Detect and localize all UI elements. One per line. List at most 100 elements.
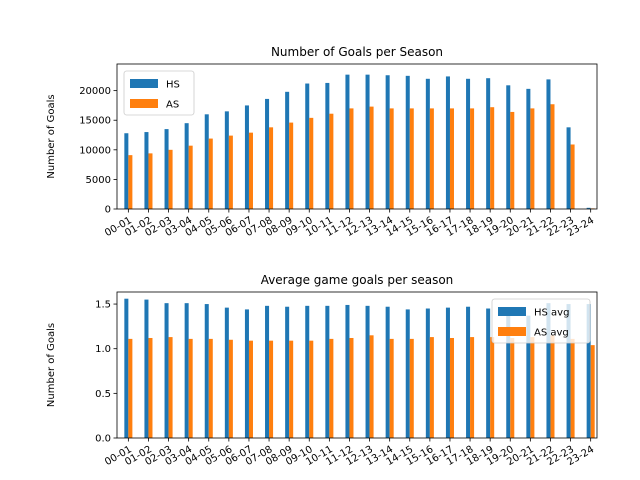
bar-hs-12-13 — [365, 74, 370, 210]
bar-as-avg-02-03 — [168, 337, 173, 438]
bar-as-avg-10-11 — [329, 338, 334, 438]
bar-as-12-13 — [369, 106, 374, 209]
chart-2: 0.0 0.5 1.0 1.5 00-0101-0202-0303-0404-0505-… — [46, 273, 598, 468]
bar-hs-15-16 — [425, 78, 430, 209]
bar-hs-00-01 — [124, 133, 129, 209]
legend-label: AS avg — [534, 328, 569, 339]
bar-as-22-23 — [570, 144, 575, 209]
bar-hs-06-07 — [244, 105, 249, 209]
bar-as-00-01 — [128, 155, 133, 209]
bar-as-avg-06-07 — [248, 340, 253, 438]
bar-as-avg-21-22 — [550, 335, 555, 438]
bar-hs-avg-14-15 — [405, 309, 410, 438]
bar-hs-17-18 — [466, 78, 471, 209]
bar-as-15-16 — [429, 108, 434, 209]
bar-hs-avg-08-09 — [285, 306, 290, 438]
bar-hs-01-02 — [144, 132, 149, 209]
bar-hs-10-11 — [325, 82, 330, 209]
bar-as-17-18 — [470, 108, 475, 209]
bar-hs-avg-15-16 — [425, 308, 430, 438]
y-ticks: 0.0 0.5 1.0 1.5 — [95, 300, 117, 445]
bar-hs-18-19 — [486, 78, 491, 209]
bar-as-avg-12-13 — [369, 335, 374, 438]
bar-hs-avg-01-02 — [144, 299, 149, 438]
legend-swatch-as — [130, 99, 158, 108]
y-tick-label: 15000 — [79, 116, 111, 127]
bar-as-avg-00-01 — [128, 338, 133, 438]
bar-as-avg-01-02 — [148, 337, 153, 438]
bar-hs-20-21 — [526, 88, 531, 209]
bar-hs-23-24 — [586, 207, 591, 209]
bar-hs-11-12 — [345, 74, 350, 210]
bar-hs-avg-19-20 — [506, 315, 511, 438]
bar-as-avg-05-06 — [228, 339, 233, 438]
bar-as-avg-03-04 — [188, 338, 193, 438]
bar-as-11-12 — [349, 108, 354, 209]
bar-as-06-07 — [248, 132, 253, 209]
y-tick-label: 0 — [105, 205, 111, 216]
bar-as-avg-19-20 — [510, 337, 515, 438]
bar-as-08-09 — [289, 122, 294, 209]
bar-as-20-21 — [530, 108, 535, 209]
bar-hs-02-03 — [164, 129, 169, 209]
bar-hs-avg-10-11 — [325, 305, 330, 438]
bar-hs-avg-16-17 — [445, 307, 450, 438]
bar-as-avg-13-14 — [389, 338, 394, 438]
bar-as-avg-09-10 — [309, 340, 314, 438]
bar-hs-avg-12-13 — [365, 305, 370, 438]
bar-hs-avg-13-14 — [385, 306, 390, 438]
bar-as-02-03 — [168, 149, 173, 209]
bar-hs-16-17 — [445, 76, 450, 210]
x-ticks: 00-0101-0202-0303-0404-0505-0606-0707-08… — [103, 209, 596, 239]
bar-hs-14-15 — [405, 75, 410, 209]
bar-hs-08-09 — [285, 91, 290, 209]
plot-frame — [116, 63, 598, 210]
bar-as-19-20 — [510, 111, 515, 209]
bar-hs-avg-18-19 — [486, 308, 491, 438]
bar-as-avg-17-18 — [470, 337, 475, 438]
bar-hs-21-22 — [546, 79, 551, 209]
legend-box — [123, 70, 195, 116]
bar-as-10-11 — [329, 113, 334, 209]
bars — [124, 298, 595, 438]
bar-hs-19-20 — [506, 85, 511, 209]
bar-hs-avg-02-03 — [164, 303, 169, 438]
legend-label: AS — [166, 100, 179, 111]
bar-hs-avg-09-10 — [305, 305, 310, 438]
bar-as-avg-23-24 — [590, 345, 595, 438]
bar-as-avg-16-17 — [449, 337, 454, 438]
bar-as-avg-18-19 — [490, 337, 495, 438]
y-tick-label: 1.0 — [95, 344, 111, 355]
legend-swatch-hs — [130, 79, 158, 88]
bar-hs-avg-07-08 — [265, 305, 270, 438]
y-tick-label: 5000 — [86, 175, 111, 186]
bar-hs-avg-06-07 — [244, 309, 249, 438]
y-axis-label: Number of Goals — [46, 94, 57, 178]
legend-swatch-hs-avg — [498, 307, 526, 316]
legend-label: HS — [166, 80, 180, 91]
y-tick-label: 0.5 — [95, 389, 111, 400]
bar-hs-05-06 — [224, 111, 229, 209]
bar-hs-avg-04-05 — [204, 304, 209, 438]
y-tick-label: 1.5 — [95, 300, 111, 311]
legend-label: HS avg — [534, 308, 569, 319]
y-tick-label: 0.0 — [95, 434, 111, 445]
chart-1: 0 5000 10000 15000 20000 00-0101-0202-0303-04… — [46, 45, 598, 239]
chart-title: Average game goals per season — [261, 273, 454, 287]
x-ticks: 00-0101-0202-0303-0404-0505-0606-0707-08… — [103, 438, 596, 468]
bar-as-03-04 — [188, 145, 193, 209]
bar-hs-avg-22-23 — [566, 304, 571, 438]
y-ticks: 0 5000 10000 15000 20000 — [79, 86, 117, 216]
bar-as-01-02 — [148, 153, 153, 209]
bar-as-16-17 — [449, 108, 454, 209]
bar-as-avg-22-23 — [570, 338, 575, 438]
y-tick-label: 20000 — [79, 86, 111, 97]
bar-hs-avg-21-22 — [546, 303, 551, 438]
bar-as-18-19 — [490, 107, 495, 209]
bar-as-07-08 — [269, 127, 274, 209]
bar-hs-avg-05-06 — [224, 307, 229, 438]
bar-as-avg-08-09 — [289, 340, 294, 438]
chart-title: Number of Goals per Season — [271, 45, 443, 59]
bar-as-13-14 — [389, 108, 394, 209]
